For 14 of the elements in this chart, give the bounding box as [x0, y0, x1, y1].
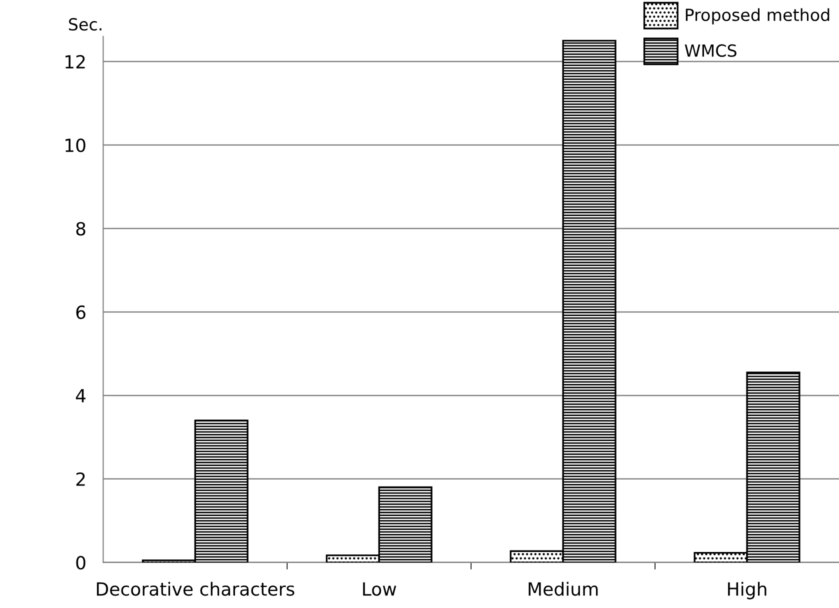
y-tick-label: 4	[76, 389, 86, 402]
x-tick-label: Low	[363, 582, 396, 596]
y-tick-label: 12	[66, 54, 85, 68]
y-tick-label: 6	[76, 305, 86, 320]
legend-label: WMCS	[684, 44, 736, 57]
y-axis-title: Sec.	[69, 18, 102, 31]
x-tick-label: Decorative characters	[96, 582, 294, 596]
y-tick-label: 2	[76, 472, 85, 486]
x-tick-label: Medium	[528, 582, 598, 596]
y-tick-label: 8	[76, 222, 86, 236]
x-tick-label: High	[728, 582, 766, 600]
legend-label: Proposed method	[686, 8, 830, 24]
y-tick-label: 10	[66, 138, 86, 152]
y-tick-label: 0	[76, 556, 86, 570]
